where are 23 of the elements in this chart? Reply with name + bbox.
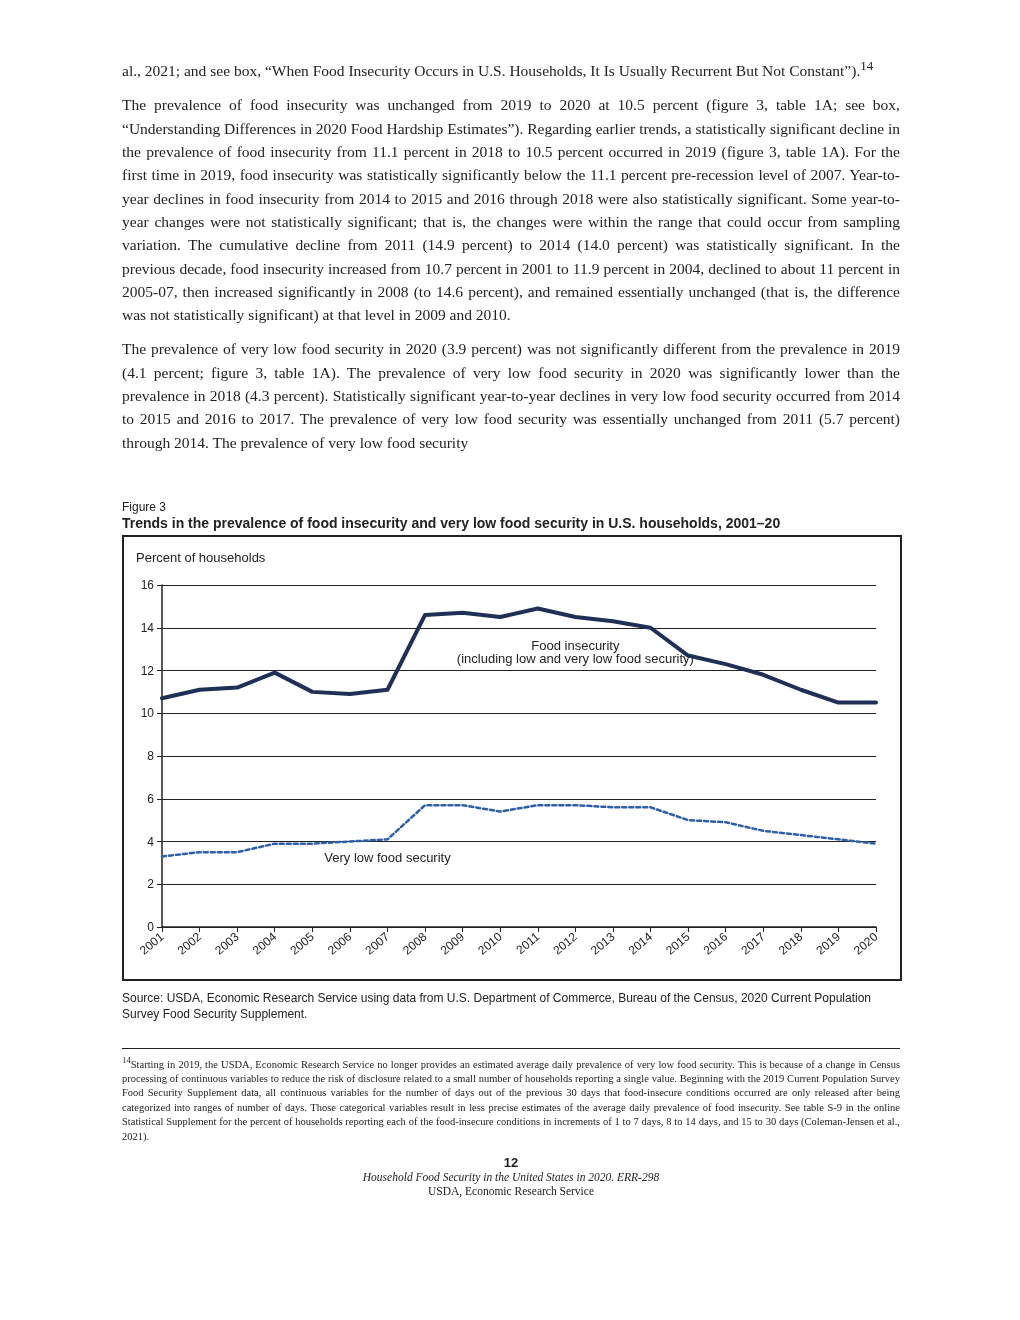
chart-title: Trends in the prevalence of food insecurity and very low food security in U.S. households, 2001–20 <box>122 514 782 531</box>
y-tick-label: 0 <box>147 919 155 934</box>
series-label: Very low food security <box>324 850 452 866</box>
text: The prevalence of very low food security in 2020 (3.9 percent) was not significantly different from the prevalence in 2019 (4.1 percent; figure 3, table 1A). The prevalence of very low food security in 2020 was significantly lower than the prevalence in 2018 (4.3 percent). Statistically significant year-to-year declines in very low food security occurred from 2014 to 2015 and 2016 to 2017. The prevalence of very low food security was essentially unchanged from 2011 (5.7 percent) through 2014. The prevalence of very low food security <box>122 339 900 453</box>
y-tick-label: 14 <box>140 620 155 635</box>
series-label: Food insecurity (including low and very low food security) <box>456 637 694 666</box>
text: al., 2021; and see box, “When Food Insecurity Occurs in U.S. Households, It Is Usually Recurrent But Not Constant”).$^{14}$ <box>122 57 875 82</box>
y-tick-label: 16 <box>140 577 155 592</box>
text: Household Food Security in the United States in 2020. ERR-298 <box>361 1170 661 1185</box>
text: The prevalence of food insecurity was unchanged from 2019 to 2020 at 10.5 percent (figure 3, table 1A; see box, “Understanding Differences in 2020 Food Hardship Estimates”). Regarding earlier trends, a statistically significant decline in the prevalence of food insecurity from 11.1 percent in 2018 to 10.5 percent occurred in 2019 (figure 3, table 1A). For the first time in 2019, food insecurity was statistically significantly below the 11.1 percent pre-recession level of 2007. Year-to-year declines in food insecurity from 2014 to 2015 and 2016 through 2018 were also statistically significant. Some year-to-year changes were not statistically significant; that is, the changes were within the range that could occur from sampling variation. The cumulative decline from 2011 (14.9 percent) to 2014 (14.0 percent) was statistically significant. In the previous decade, food insecurity increased from 10.7 percent in 2001 to 11.9 percent in 2004, declined to about 11 percent in 2005-07, then increased significantly in 2008 (to 14.6 percent), and remained essentially unchanged (that is, the difference was not statistically significant) at that level in 2009 and 2010. <box>122 96 900 324</box>
text: 12 <box>502 1155 520 1171</box>
y-tick-label: 12 <box>140 663 155 678</box>
y-tick-label: 6 <box>147 791 155 806</box>
y-tick-label: 4 <box>147 834 155 849</box>
text: USDA, Economic Research Service <box>426 1184 596 1199</box>
y-axis-title: Percent of households <box>136 549 266 565</box>
y-tick-label: 2 <box>147 877 155 892</box>
text: $^{14}$Starting in 2019, the USDA, Economic Research Service no longer provides an estimated average daily prevalence of very low food security. This is because of a change in Census processing of continuous variables to reduce the risk of disclosure related to a small number of households reporting a single value. Beginning with the 2019 Current Population Survey Food Security Supplement data, all continuous variables for the number of days out of the previous 30 days that food-insecure conditions occurred are only released after being categorized into ranges of number of days. Those categorical variables result in less precise estimates of the average daily prevalence of food insecurity. See table S-9 in the online Statistical Supplement for the percent of households reporting each of the food-insecure conditions in increments of 1 to 7 days, 8 to 14 days, and 15 to 30 days (Coleman-Jensen et al., 2021). <box>122 1047 900 1145</box>
line-series <box>160 606 878 705</box>
y-tick-label: 8 <box>147 748 155 763</box>
caption: Figure 3 <box>122 499 168 514</box>
source-note: Source: USDA, Economic Research Service using data from U.S. Department of Commerce, Bureau of the Census, 2020 Current Population Survey Food Security Supplement. <box>122 989 873 1022</box>
y-tick-label: 10 <box>140 706 155 721</box>
